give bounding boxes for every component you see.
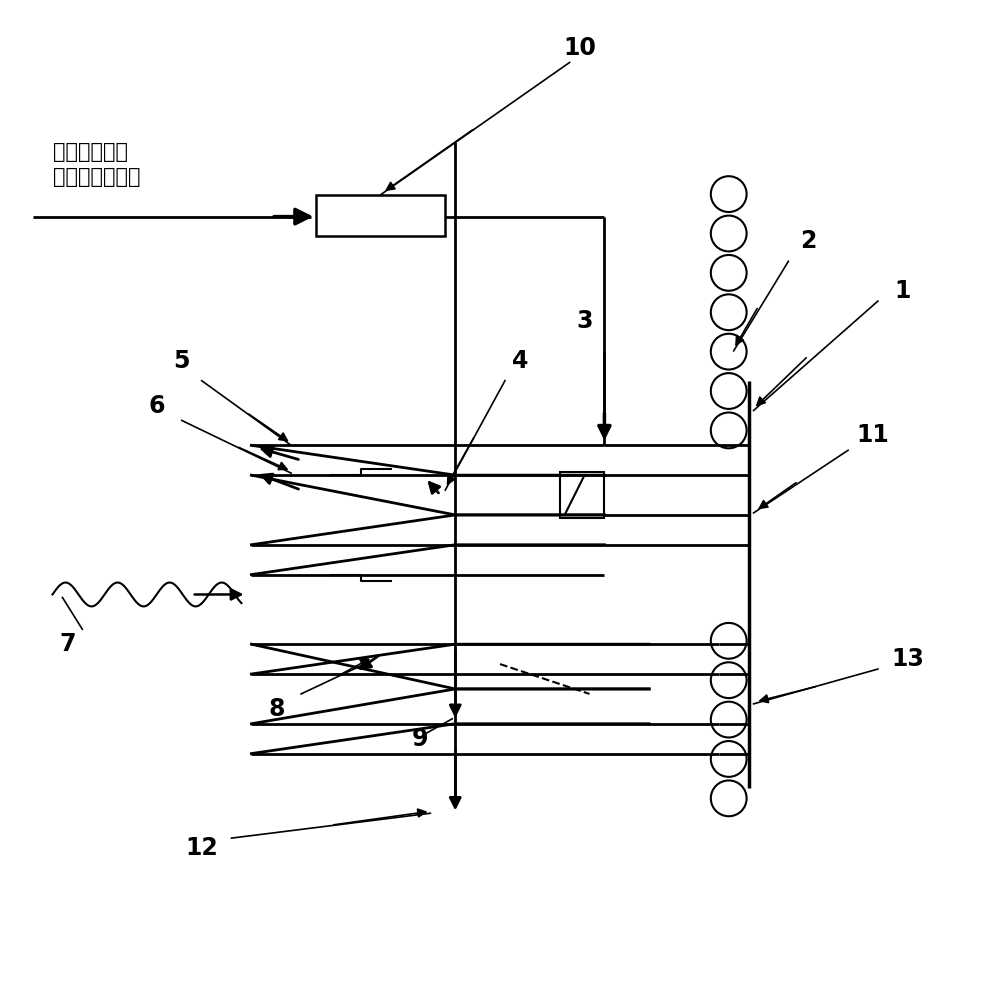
Text: 10: 10 xyxy=(563,36,596,60)
Text: 1: 1 xyxy=(895,279,911,303)
Text: 12: 12 xyxy=(185,836,218,860)
Text: 4: 4 xyxy=(512,349,528,373)
Text: 13: 13 xyxy=(891,647,924,671)
Text: 3: 3 xyxy=(576,309,593,333)
Text: 9: 9 xyxy=(412,727,429,751)
Text: 5: 5 xyxy=(174,349,190,373)
Bar xyxy=(316,195,445,236)
Text: 6: 6 xyxy=(149,394,165,418)
Text: 2: 2 xyxy=(800,229,816,253)
Bar xyxy=(560,472,604,518)
Text: 7: 7 xyxy=(59,632,76,656)
Text: 8: 8 xyxy=(268,697,285,721)
Text: 来自空气预热
器出口热二次风: 来自空气预热 器出口热二次风 xyxy=(53,142,140,187)
Text: 11: 11 xyxy=(857,423,889,447)
